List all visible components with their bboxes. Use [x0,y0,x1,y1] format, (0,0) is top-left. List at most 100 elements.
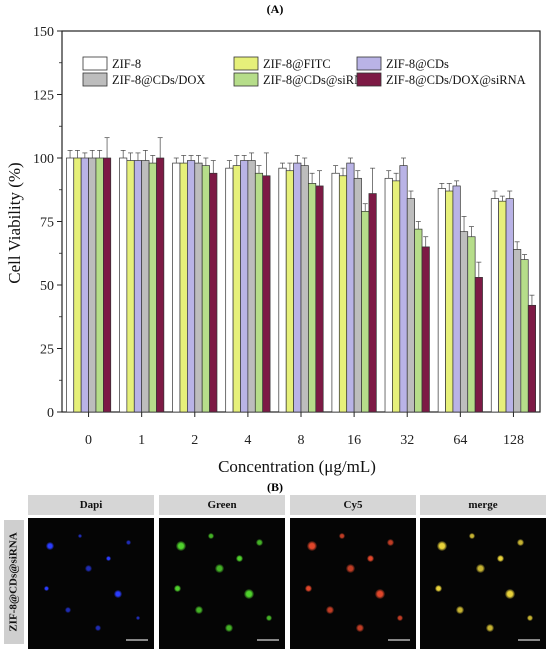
cell-blob [326,606,334,614]
bar [346,162,355,413]
cell-blob [173,584,181,592]
bar [467,236,476,413]
bar [126,160,135,413]
bar [254,172,264,413]
bar [353,177,362,413]
cell-blob [397,615,403,621]
bar [187,160,196,413]
cell-blob [43,585,49,591]
bar [459,231,469,413]
cell-blob [195,606,203,614]
bar [490,198,499,413]
bar [406,198,415,413]
scale-bar [257,639,279,641]
bar [141,160,150,413]
legend-swatch [82,56,108,71]
y-tick-label: 25 [40,343,54,358]
legend-label: ZIF-8@CDs/DOX [112,73,205,87]
bar [520,259,529,413]
cell-blob [84,564,92,572]
bar [262,175,271,413]
cell-blob [345,563,355,573]
bar [392,180,401,413]
x-tick-label: 128 [503,433,524,448]
row-label-text: ZIF-8@CDs@siRNA [8,532,20,632]
bar [209,172,218,413]
x-tick-label: 0 [85,433,92,448]
bar [445,190,454,413]
bar [315,185,324,413]
cell-blob [475,563,485,573]
x-tick-label: 32 [400,433,414,448]
y-tick-label: 125 [33,89,54,104]
cell-blob [255,538,263,546]
bar [172,162,181,413]
bar [103,157,112,413]
merge-image [420,518,546,649]
y-tick-label: 150 [33,25,54,40]
bar [421,246,430,413]
bar [66,157,75,413]
cell-blob [235,554,243,562]
bar [361,210,370,413]
bar [368,193,377,413]
cell-blob [78,534,82,538]
viability-chart: (A) 0 25 50 75 100 125 150 0 1 2 4 8 16 32 64 128 Cell … [5,2,541,476]
y-axis-title: Cell Viability (%) [5,162,24,283]
column-header-green: Green [159,495,285,515]
legend-swatch [356,72,382,87]
bar [384,177,393,413]
bar [474,277,483,413]
bar [308,183,317,413]
legend-swatch [233,56,259,71]
cell-blob [496,554,504,562]
column-header-cy5: Cy5 [290,495,416,515]
bar [232,165,241,413]
bar [513,249,522,413]
cell-blob [125,539,131,545]
cell-blob [339,533,345,539]
x-tick-label: 8 [298,433,305,448]
cell-blob [244,589,254,599]
x-tick-label: 1 [138,433,145,448]
cell-blob [366,554,374,562]
row-label: ZIF-8@CDs@siRNA [4,520,24,644]
plot-area: 0 25 50 75 100 125 150 0 1 2 4 8 16 32 64 128 [33,25,541,448]
bar [179,162,188,413]
cell-blob [386,538,394,546]
panel-a-label: (A) [267,2,284,16]
green-image [159,518,285,649]
bar [73,157,82,413]
bar [247,160,256,413]
legend: ZIF-8 ZIF-8@FITC ZIF-8@CDs ZIF-8@CDs/DOX ZIF… [82,56,526,87]
x-axis-title: Concentration (μg/mL) [218,457,376,476]
bar [148,162,157,413]
x-tick-label: 2 [191,433,198,448]
cell-blob [95,625,101,631]
cell-blob [516,538,524,546]
bar [505,198,514,413]
legend-swatch [356,56,382,71]
bar [437,188,446,413]
dapi-image [28,518,154,649]
panel-b-label: (B) [267,480,283,494]
cell-blob [356,624,364,632]
cell-blob [214,563,224,573]
y-tick-label: 50 [40,279,54,294]
bar [293,162,302,413]
legend-label: ZIF-8@CDs [386,57,449,71]
y-tick-label: 0 [47,406,54,421]
legend-label: ZIF-8 [112,57,141,71]
legend-swatch [233,72,259,87]
legend-swatch [82,72,108,87]
bar [80,157,89,413]
bar [95,157,104,413]
cell-blob [469,533,475,539]
legend-label: ZIF-8@FITC [263,57,331,71]
cell-blob [266,615,272,621]
bar [278,167,287,413]
bar [414,228,423,413]
cell-blob [486,624,494,632]
bar [331,172,340,413]
cell-blob [114,590,122,598]
